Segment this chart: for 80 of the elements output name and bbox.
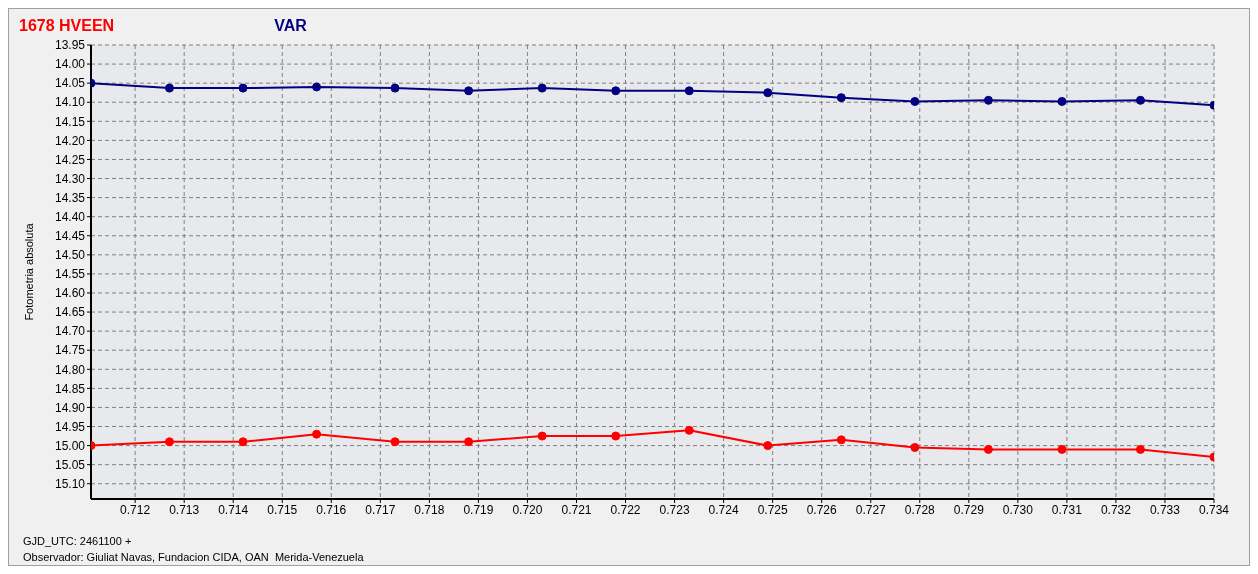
y-tick-label: 14.80 (54, 362, 86, 377)
y-tick-label: 14.05 (54, 76, 86, 91)
y-tick-label: 14.60 (54, 286, 86, 301)
x-tick-label: 0.721 (561, 502, 592, 517)
point (1057, 444, 1067, 454)
point (390, 83, 400, 93)
text: Observador: Giuliat Navas, Fundacion CIDA, OAN Merida-Venezuela (23, 550, 364, 565)
point (390, 437, 400, 447)
x-tick-label: 0.722 (610, 502, 641, 517)
point (464, 86, 474, 96)
x-tick-label: 0.716 (316, 502, 347, 517)
x-tick-label: 0.725 (757, 502, 788, 517)
x-tick-label: 0.723 (659, 502, 690, 517)
point (312, 429, 322, 439)
x-tick-label: 0.726 (806, 502, 838, 517)
point (1135, 95, 1145, 105)
point (763, 88, 773, 98)
y-tick-label: 15.05 (54, 457, 86, 472)
point (238, 437, 248, 447)
y-tick-label: 14.30 (54, 171, 86, 186)
point (164, 83, 174, 93)
y-tick-label: 14.25 (54, 152, 86, 167)
point (910, 443, 920, 452)
x-tick-label: 0.729 (953, 502, 985, 517)
point (164, 437, 174, 447)
y-tick-label: 15.10 (54, 477, 86, 491)
x-tick-label: 0.712 (120, 502, 151, 517)
y-tick-label: 14.10 (54, 95, 86, 110)
x-tick-label: 0.731 (1051, 502, 1083, 517)
x-tick-label: 0.732 (1100, 502, 1132, 517)
x-tick-label: 0.720 (512, 502, 543, 517)
x-tick-label: 0.724 (708, 502, 739, 517)
y-tick-label: 14.20 (54, 133, 86, 148)
point (763, 441, 773, 451)
y-tick-label: 14.35 (54, 190, 86, 205)
x-tick-label: 0.714 (218, 502, 249, 517)
y-tick-label: 14.70 (54, 324, 86, 339)
y-tick-label: 14.50 (54, 248, 86, 263)
point (836, 435, 846, 445)
x-tick-label: 0.730 (1002, 502, 1034, 517)
point (312, 82, 322, 92)
y-tick-label: 14.85 (54, 381, 86, 396)
point (836, 93, 846, 103)
point (910, 96, 920, 106)
point (238, 83, 248, 93)
y-tick-label: 14.55 (54, 267, 86, 282)
x-tick-label: 0.733 (1149, 502, 1181, 517)
y-tick-label: 14.45 (54, 229, 86, 244)
point (983, 444, 993, 454)
y-tick-label: 14.65 (54, 305, 86, 320)
y-tick-label: 14.40 (54, 209, 86, 224)
y-tick-label: 14.75 (54, 343, 86, 358)
text: GJD_UTC: 2461100 + (23, 534, 133, 549)
x-tick-label: 0.713 (169, 502, 200, 517)
y-tick-label: 14.95 (54, 419, 86, 434)
x-tick-label: 0.727 (855, 502, 887, 517)
x-tick-label: 0.718 (414, 502, 445, 517)
y-tick-label: 14.00 (54, 57, 86, 72)
x-tick-label: 0.728 (904, 502, 936, 517)
x-tick-label: 0.717 (365, 502, 396, 517)
y-tick-label: 14.90 (54, 400, 86, 415)
point (684, 425, 694, 435)
point (611, 86, 621, 96)
point (464, 437, 474, 447)
x-tick-label: 0.734 (1198, 502, 1230, 517)
point (537, 83, 547, 93)
point (1135, 444, 1145, 454)
y-tick-label: 15.00 (54, 438, 86, 453)
point (684, 86, 694, 96)
point (983, 95, 993, 105)
point (1057, 96, 1067, 106)
point (611, 431, 621, 441)
y-tick-label: 13.95 (54, 38, 86, 53)
text: VAR (274, 17, 307, 35)
point (537, 431, 547, 441)
x-tick-label: 0.719 (463, 502, 494, 517)
y-axis-title: Fotometria absoluta (22, 222, 35, 321)
x-tick-label: 0.715 (267, 502, 298, 517)
text: 1678 HVEEN (19, 17, 115, 35)
y-tick-label: 14.15 (54, 114, 86, 129)
